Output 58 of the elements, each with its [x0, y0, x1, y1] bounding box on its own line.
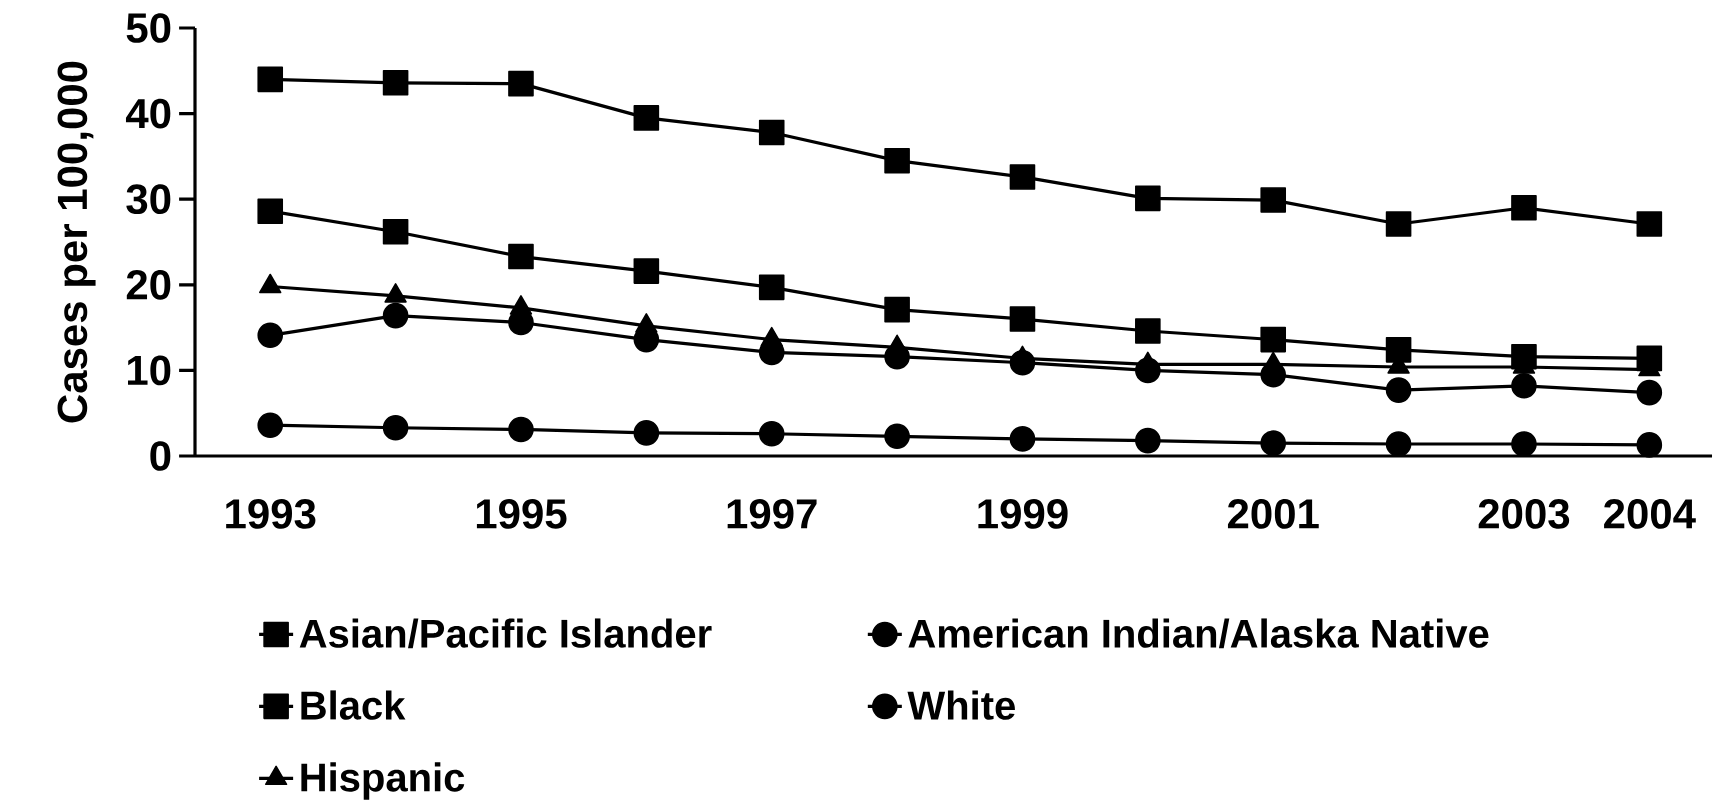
legend-label: Hispanic — [301, 762, 465, 800]
point — [382, 414, 409, 441]
point — [1636, 211, 1663, 237]
point — [1511, 194, 1537, 221]
point — [1009, 306, 1036, 332]
point — [1135, 427, 1161, 454]
point — [1385, 377, 1412, 403]
y-tick-label: 50 — [126, 13, 171, 43]
point — [1385, 337, 1412, 363]
point — [758, 420, 785, 447]
point — [1135, 185, 1161, 212]
legend-label: Asian/Pacific Islander — [299, 618, 712, 649]
x-tick-label: 2001 — [1227, 499, 1319, 529]
y-tick-label: 0 — [150, 441, 171, 471]
legend-label: White — [907, 690, 1015, 720]
x-tick-label: 1997 — [727, 499, 817, 529]
point — [382, 302, 409, 329]
point — [1511, 431, 1537, 457]
point — [758, 274, 785, 301]
y-axis-title: Cases per 100,000 — [57, 61, 96, 423]
point — [884, 147, 910, 174]
point — [257, 412, 284, 438]
point — [257, 322, 284, 349]
point — [1511, 373, 1537, 399]
point — [257, 66, 284, 93]
point — [382, 218, 409, 245]
point — [257, 198, 284, 224]
point — [508, 70, 534, 97]
point — [382, 69, 409, 96]
legend-label: Black — [301, 690, 406, 720]
point — [1385, 431, 1412, 457]
point — [884, 296, 910, 323]
point — [758, 119, 785, 146]
y-tick-label: 40 — [125, 98, 171, 129]
point — [633, 420, 660, 446]
y-tick-label: 20 — [126, 269, 171, 300]
point — [1636, 432, 1663, 458]
point — [633, 105, 660, 131]
point — [1385, 211, 1412, 237]
point — [1260, 430, 1287, 456]
point — [884, 423, 910, 450]
x-tick-label: 1993 — [226, 499, 316, 529]
point — [1135, 318, 1161, 344]
legend-label: American Indian/Alaska Native — [908, 618, 1489, 649]
point — [508, 416, 534, 443]
point — [633, 258, 660, 284]
x-tick-label: 1995 — [476, 499, 567, 529]
point — [508, 243, 534, 270]
point — [1260, 326, 1287, 353]
x-tick-label: 1999 — [978, 499, 1068, 529]
y-tick-label: 30 — [126, 184, 171, 215]
x-tick-label: 2004 — [1604, 499, 1696, 529]
point — [1009, 426, 1036, 452]
x-tick-label: 2003 — [1478, 499, 1570, 529]
y-tick-label: 10 — [128, 355, 171, 386]
point — [1009, 164, 1036, 190]
point — [1260, 187, 1287, 213]
point — [1636, 379, 1663, 406]
